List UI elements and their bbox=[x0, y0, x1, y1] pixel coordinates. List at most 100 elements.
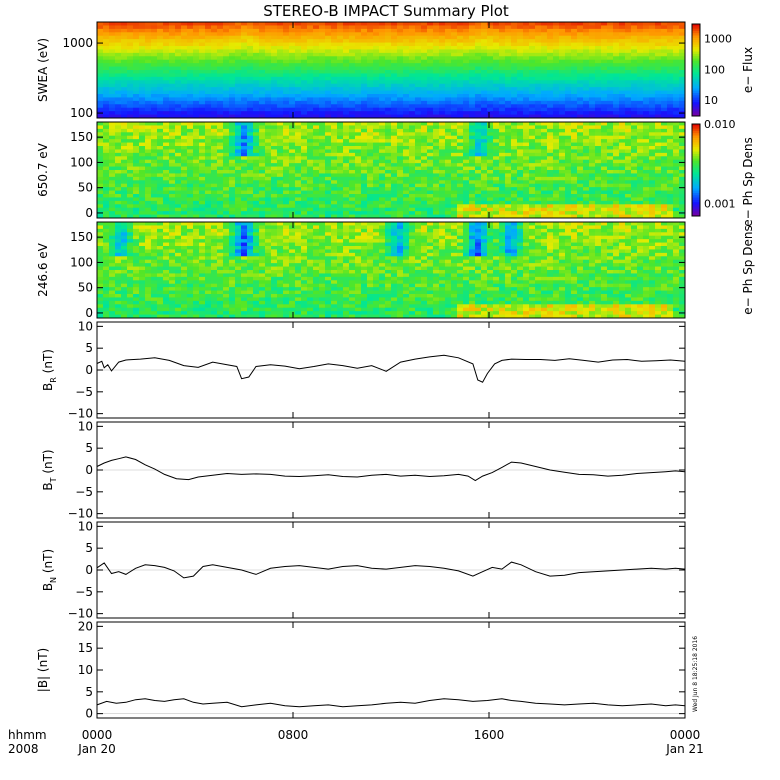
swea-heatmap-cell bbox=[271, 56, 278, 61]
pad650-heatmap-cell bbox=[349, 190, 356, 195]
swea-heatmap-cell bbox=[403, 56, 410, 61]
swea-heatmap-cell bbox=[181, 35, 188, 40]
swea-heatmap-cell bbox=[325, 114, 332, 119]
pad650-heatmap-cell bbox=[307, 211, 314, 215]
swea-heatmap-cell bbox=[409, 32, 416, 37]
swea-heatmap-cell bbox=[661, 59, 668, 64]
pad650-heatmap-cell bbox=[223, 190, 230, 195]
swea-heatmap-cell bbox=[223, 100, 230, 105]
swea-heatmap-cell bbox=[583, 52, 590, 57]
swea-heatmap-cell bbox=[439, 22, 446, 26]
swea-heatmap-cell bbox=[289, 66, 296, 71]
pad650-heatmap-cell bbox=[325, 197, 332, 202]
pad650-heatmap-cell bbox=[319, 200, 326, 205]
swea-heatmap-cell bbox=[625, 63, 632, 67]
pad650-heatmap-cell bbox=[451, 187, 458, 191]
swea-heatmap-cell bbox=[403, 63, 410, 67]
swea-heatmap-cell bbox=[277, 66, 284, 71]
swea-heatmap-cell bbox=[487, 70, 494, 74]
pad650-heatmap-cell bbox=[355, 163, 362, 167]
swea-heatmap-cell bbox=[211, 42, 218, 47]
swea-heatmap-cell bbox=[289, 73, 296, 78]
swea-heatmap-cell bbox=[97, 76, 104, 81]
pad650-heatmap-cell bbox=[499, 183, 506, 188]
swea-heatmap-cell bbox=[607, 73, 614, 78]
swea-heatmap-cell bbox=[223, 49, 230, 54]
swea-heatmap-cell bbox=[613, 49, 620, 54]
pad650-heatmap-cell bbox=[127, 166, 134, 171]
pad650-heatmap-cell bbox=[445, 190, 452, 195]
pad650-heatmap-cell bbox=[157, 142, 164, 147]
swea-heatmap-cell bbox=[343, 22, 350, 26]
pad650-heatmap-cell bbox=[193, 194, 200, 198]
swea-heatmap-cell bbox=[247, 111, 254, 115]
swea-heatmap-cell bbox=[451, 90, 458, 95]
swea-heatmap-cell bbox=[619, 73, 626, 78]
pad650-heatmap-cell bbox=[235, 149, 242, 154]
swea-heatmap-cell bbox=[505, 100, 512, 105]
pad650-heatmap-cell bbox=[325, 166, 332, 171]
swea-heatmap-cell bbox=[229, 114, 236, 119]
swea-heatmap-cell bbox=[337, 49, 344, 54]
swea-heatmap-cell bbox=[139, 25, 146, 30]
pad650-heatmap-cell bbox=[283, 152, 290, 157]
pad650-heatmap-cell bbox=[199, 187, 206, 191]
swea-colorbar-swatch bbox=[692, 24, 700, 27]
swea-heatmap-cell bbox=[235, 70, 242, 74]
pad650-heatmap-cell bbox=[523, 211, 530, 215]
swea-heatmap-cell bbox=[109, 56, 116, 61]
pad650-heatmap-cell bbox=[469, 180, 476, 185]
swea-heatmap-cell bbox=[499, 97, 506, 102]
swea-heatmap-cell bbox=[661, 97, 668, 102]
swea-heatmap-cell bbox=[577, 42, 584, 47]
pad650-heatmap-cell bbox=[529, 187, 536, 191]
swea-heatmap-cell bbox=[193, 25, 200, 30]
pad650-heatmap-cell bbox=[415, 142, 422, 147]
swea-heatmap-cell bbox=[319, 97, 326, 102]
pad650-heatmap-cell bbox=[451, 135, 458, 140]
swea-heatmap-cell bbox=[385, 63, 392, 67]
pad650-heatmap-cell bbox=[481, 173, 488, 178]
swea-heatmap-cell bbox=[115, 90, 122, 95]
swea-heatmap-cell bbox=[541, 56, 548, 61]
pad650-heatmap-cell bbox=[409, 200, 416, 205]
pad650-heatmap-cell bbox=[115, 135, 122, 140]
pad650-heatmap-cell bbox=[133, 176, 140, 181]
swea-heatmap-cell bbox=[661, 104, 668, 109]
swea-heatmap-cell bbox=[199, 46, 206, 50]
pad650-heatmap-cell bbox=[373, 197, 380, 202]
swea-heatmap-cell bbox=[157, 22, 164, 26]
swea-heatmap-cell bbox=[367, 76, 374, 81]
swea-heatmap-cell bbox=[565, 22, 572, 26]
pad650-heatmap-cell bbox=[397, 180, 404, 185]
pad650-heatmap-cell bbox=[229, 159, 236, 164]
swea-heatmap-cell bbox=[211, 100, 218, 105]
swea-heatmap-cell bbox=[547, 32, 554, 37]
swea-heatmap-cell bbox=[271, 59, 278, 64]
swea-heatmap-cell bbox=[133, 32, 140, 37]
pad650-heatmap-cell bbox=[445, 207, 452, 212]
pad650-heatmap-cell bbox=[265, 170, 272, 174]
pad650-heatmap-cell bbox=[235, 207, 242, 212]
swea-heatmap-cell bbox=[385, 52, 392, 57]
swea-heatmap-cell bbox=[445, 87, 452, 91]
swea-heatmap-cell bbox=[529, 111, 536, 115]
pad650-heatmap-cell bbox=[331, 190, 338, 195]
pad650-heatmap-cell bbox=[163, 159, 170, 164]
swea-heatmap-cell bbox=[253, 94, 260, 98]
pad650-heatmap-cell bbox=[403, 139, 410, 143]
swea-heatmap-cell bbox=[661, 94, 668, 98]
swea-heatmap-cell bbox=[313, 94, 320, 98]
swea-colorbar-swatch bbox=[692, 111, 700, 115]
pad650-heatmap-cell bbox=[505, 142, 512, 147]
swea-heatmap-cell bbox=[505, 83, 512, 88]
swea-heatmap-cell bbox=[355, 28, 362, 33]
pad650-heatmap-cell bbox=[355, 214, 362, 219]
swea-heatmap-cell bbox=[451, 94, 458, 98]
pad650-heatmap-cell bbox=[187, 173, 194, 178]
swea-heatmap-cell bbox=[481, 111, 488, 115]
swea-heatmap-cell bbox=[283, 59, 290, 64]
pad650-heatmap-cell bbox=[469, 211, 476, 215]
swea-heatmap-cell bbox=[481, 32, 488, 37]
